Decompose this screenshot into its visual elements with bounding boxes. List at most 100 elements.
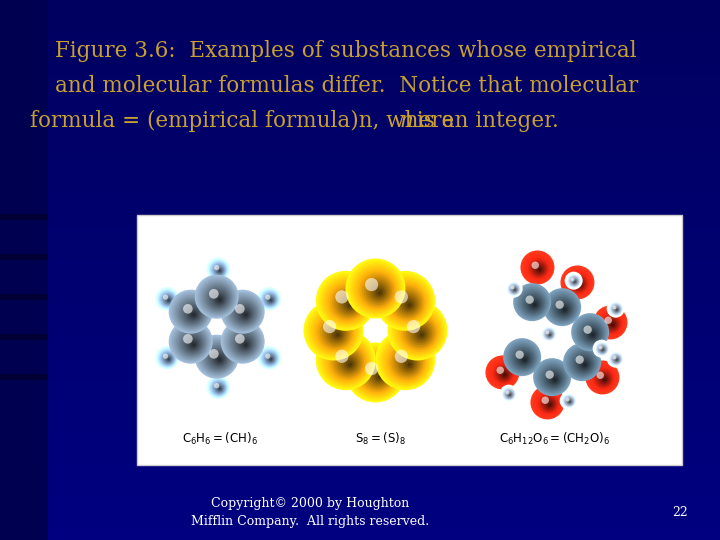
Circle shape <box>214 265 225 276</box>
Circle shape <box>155 287 179 310</box>
Circle shape <box>210 350 228 368</box>
Circle shape <box>243 342 248 348</box>
Circle shape <box>580 361 588 368</box>
Circle shape <box>524 254 552 281</box>
Circle shape <box>261 349 279 367</box>
Circle shape <box>202 281 234 314</box>
Circle shape <box>539 393 559 414</box>
Circle shape <box>607 300 625 318</box>
Circle shape <box>613 306 620 313</box>
Bar <box>0 119 720 130</box>
Circle shape <box>600 347 605 352</box>
Circle shape <box>554 298 574 319</box>
Circle shape <box>611 354 621 364</box>
Circle shape <box>602 349 604 351</box>
Circle shape <box>595 342 609 356</box>
Circle shape <box>549 334 551 336</box>
Circle shape <box>199 340 235 375</box>
Circle shape <box>565 397 570 401</box>
Circle shape <box>346 360 354 368</box>
Circle shape <box>207 376 230 399</box>
Circle shape <box>613 356 619 362</box>
Circle shape <box>348 362 352 367</box>
Circle shape <box>609 353 623 366</box>
Circle shape <box>213 293 225 305</box>
Circle shape <box>500 386 517 402</box>
Bar <box>0 254 48 260</box>
Circle shape <box>506 281 521 296</box>
Circle shape <box>588 363 618 393</box>
Circle shape <box>218 298 221 301</box>
Circle shape <box>161 352 174 365</box>
Circle shape <box>373 370 385 382</box>
Circle shape <box>160 291 176 307</box>
Circle shape <box>364 277 392 305</box>
Circle shape <box>158 289 177 309</box>
Circle shape <box>371 368 387 384</box>
Circle shape <box>359 356 395 392</box>
Circle shape <box>183 304 193 314</box>
Circle shape <box>218 359 221 361</box>
Circle shape <box>562 394 576 408</box>
Circle shape <box>572 352 595 375</box>
Circle shape <box>577 319 605 347</box>
Circle shape <box>183 334 193 343</box>
Circle shape <box>394 289 422 317</box>
Circle shape <box>511 287 518 293</box>
Circle shape <box>575 355 593 373</box>
Circle shape <box>163 295 173 305</box>
Circle shape <box>613 306 616 309</box>
Circle shape <box>391 287 423 319</box>
Circle shape <box>541 326 557 342</box>
Circle shape <box>607 350 625 368</box>
Circle shape <box>562 267 593 299</box>
Circle shape <box>361 359 394 390</box>
Circle shape <box>400 296 416 312</box>
Circle shape <box>561 306 568 313</box>
Circle shape <box>258 288 281 310</box>
Circle shape <box>264 352 276 365</box>
Circle shape <box>522 357 527 362</box>
Circle shape <box>269 357 272 361</box>
Circle shape <box>177 298 207 327</box>
Circle shape <box>166 298 171 302</box>
Circle shape <box>532 262 546 276</box>
Circle shape <box>384 280 428 324</box>
Circle shape <box>598 345 606 354</box>
Circle shape <box>510 285 519 294</box>
Circle shape <box>598 310 624 335</box>
Circle shape <box>191 342 197 348</box>
Circle shape <box>334 289 362 317</box>
Circle shape <box>263 292 277 307</box>
Circle shape <box>568 400 572 403</box>
Circle shape <box>341 296 357 312</box>
Circle shape <box>611 304 621 315</box>
Circle shape <box>210 261 228 279</box>
Circle shape <box>165 297 171 303</box>
Circle shape <box>267 356 274 362</box>
Circle shape <box>549 334 551 335</box>
Circle shape <box>559 304 570 314</box>
Circle shape <box>505 390 510 394</box>
Circle shape <box>576 281 583 288</box>
Bar <box>0 497 720 508</box>
Circle shape <box>364 361 392 389</box>
Circle shape <box>215 266 223 274</box>
Circle shape <box>534 303 536 306</box>
Circle shape <box>158 348 177 368</box>
Circle shape <box>260 348 279 368</box>
Circle shape <box>382 337 430 385</box>
Circle shape <box>348 303 352 307</box>
Circle shape <box>564 308 566 311</box>
Circle shape <box>379 335 432 387</box>
Circle shape <box>556 300 564 309</box>
Circle shape <box>508 282 521 295</box>
Bar <box>0 356 720 367</box>
Circle shape <box>265 354 271 359</box>
Circle shape <box>509 344 537 372</box>
Circle shape <box>415 328 427 340</box>
Circle shape <box>608 352 623 366</box>
Circle shape <box>209 378 228 397</box>
Circle shape <box>611 354 621 364</box>
Circle shape <box>236 335 253 353</box>
